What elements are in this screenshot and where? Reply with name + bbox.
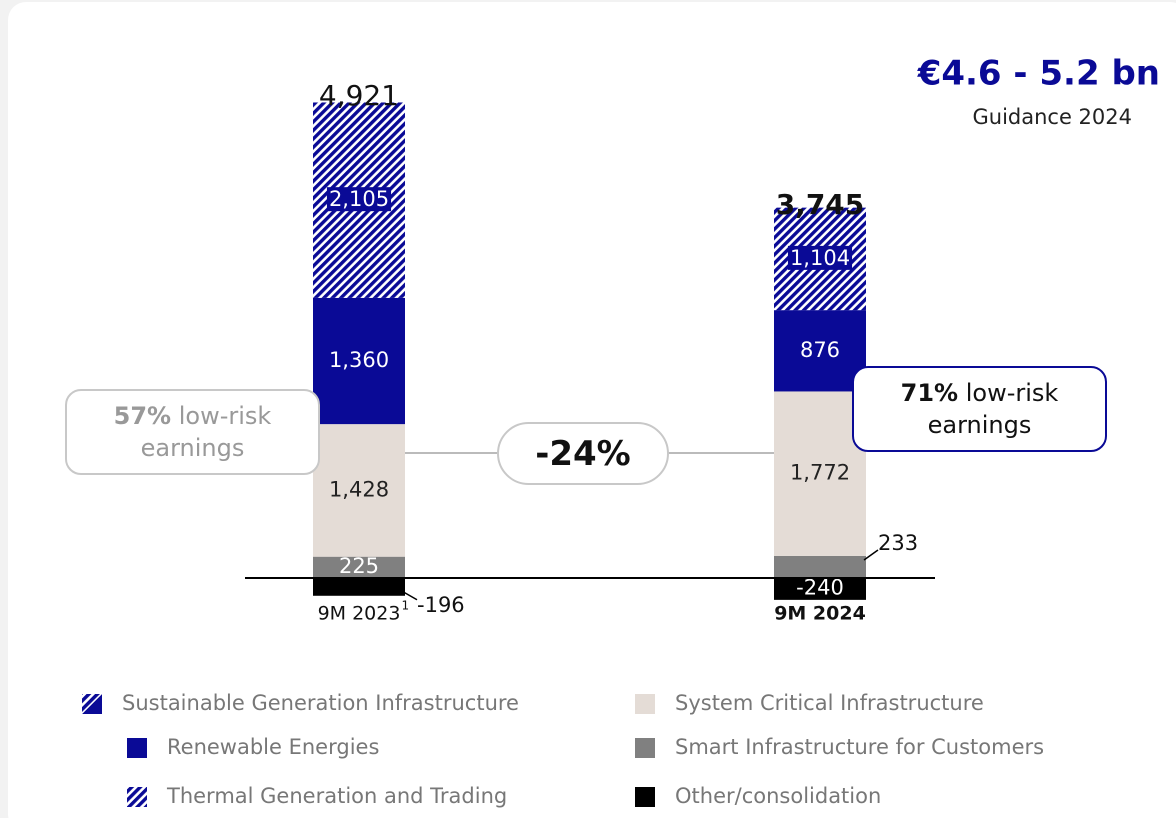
label-bg [787,245,853,270]
bar-segment [774,577,866,600]
footnote-mark: 1 [401,599,409,613]
guidance-value: €4.6 - 5.2 bn [917,54,1160,94]
guidance-label: Guidance 2024 [972,105,1132,129]
low-risk-share: 57% [113,402,172,430]
bar-segment [313,424,405,557]
x-tick-label: 9M 2023 [318,603,401,625]
legend-label: Thermal Generation and Trading [166,784,507,808]
legend-label: Smart Infrastructure for Customers [675,735,1044,759]
card [8,2,1176,818]
value-label: 876 [800,338,840,362]
value-label: 1,772 [790,461,850,485]
change-pill: -24% [497,422,669,485]
legend-header: Sustainable Generation Infrastructure [122,691,519,715]
bar-segment [774,391,866,556]
value-label: 1,428 [329,477,389,501]
low-risk-box: 71% low-risk earnings [852,366,1107,452]
value-label: 2,105 [329,187,389,211]
value-label: -196 [417,593,465,617]
value-label: -240 [796,576,844,600]
bar-segment [313,297,405,425]
total-label: 3,745 [776,188,865,221]
bar-segment [313,556,405,578]
value-label: 233 [878,531,918,555]
label-bg [326,187,392,212]
low-risk-share: 71% [900,379,959,407]
legend-swatch [127,787,147,807]
leader-line [402,591,418,601]
legend-label: Other/consolidation [675,784,881,808]
low-risk-box: 57% low-risk earnings [65,389,320,475]
legend-swatch [82,694,102,714]
legend-label: System Critical Infrastructure [675,691,984,715]
legend-label: Renewable Energies [167,735,379,759]
bar-segment [774,555,866,578]
value-label: 1,104 [790,246,850,270]
leader-line [863,549,879,561]
legend-swatch [127,738,147,758]
value-label: 225 [339,554,379,578]
change: -24% [535,433,631,474]
value-label: 1,360 [329,348,389,372]
legend-swatch [635,694,655,714]
total-label: 4,921 [319,79,399,112]
low-risk-text: low-risk earnings [927,379,1059,439]
legend-swatch [635,738,655,758]
x-tick-label: 9M 2024 [774,603,866,625]
bar-segment [313,577,405,596]
low-risk-text: low-risk earnings [140,402,272,462]
legend-swatch [635,787,655,807]
bar-segment [774,310,866,392]
